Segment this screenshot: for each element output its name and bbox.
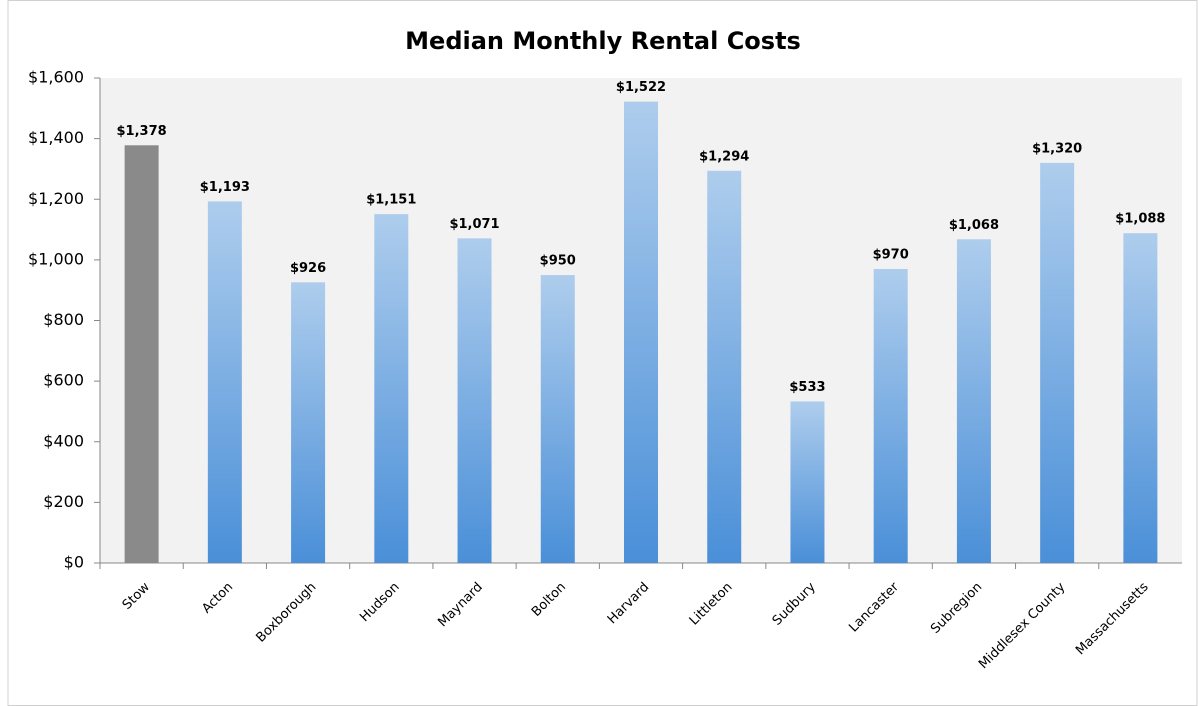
y-tick-label: $800 [43,310,84,329]
bar [1123,233,1158,563]
chart-title: Median Monthly Rental Costs [405,27,801,55]
bar [124,145,159,563]
value-label: $1,193 [200,180,250,195]
y-tick-label: $0 [64,553,84,572]
y-tick-label: $600 [43,371,84,390]
value-label: $1,151 [366,193,416,208]
bar [790,401,825,563]
value-label: $1,294 [699,149,749,164]
bar [1040,162,1075,563]
value-label: $533 [789,380,825,395]
bar [956,239,991,563]
y-tick-label: $1,000 [28,249,84,268]
y-tick-label: $400 [43,431,84,450]
value-label: $1,320 [1032,141,1082,156]
value-label: $1,378 [117,124,167,139]
value-label: $1,071 [449,217,499,232]
bar [291,282,326,563]
value-label: $1,088 [1115,212,1165,227]
bar [707,170,742,563]
value-label: $1,068 [949,218,999,233]
value-label: $1,522 [616,80,666,95]
bar [374,214,409,563]
bar [873,268,908,563]
bar [207,201,242,563]
bar [457,238,492,563]
bar [624,101,658,564]
y-tick-label: $1,200 [28,189,84,208]
value-label: $970 [873,247,909,262]
bar [540,275,575,563]
y-tick-label: $1,400 [28,128,84,147]
y-tick-label: $200 [43,492,84,511]
value-label: $950 [540,254,576,269]
value-label: $926 [290,261,326,276]
y-tick-label: $1,600 [28,68,84,87]
